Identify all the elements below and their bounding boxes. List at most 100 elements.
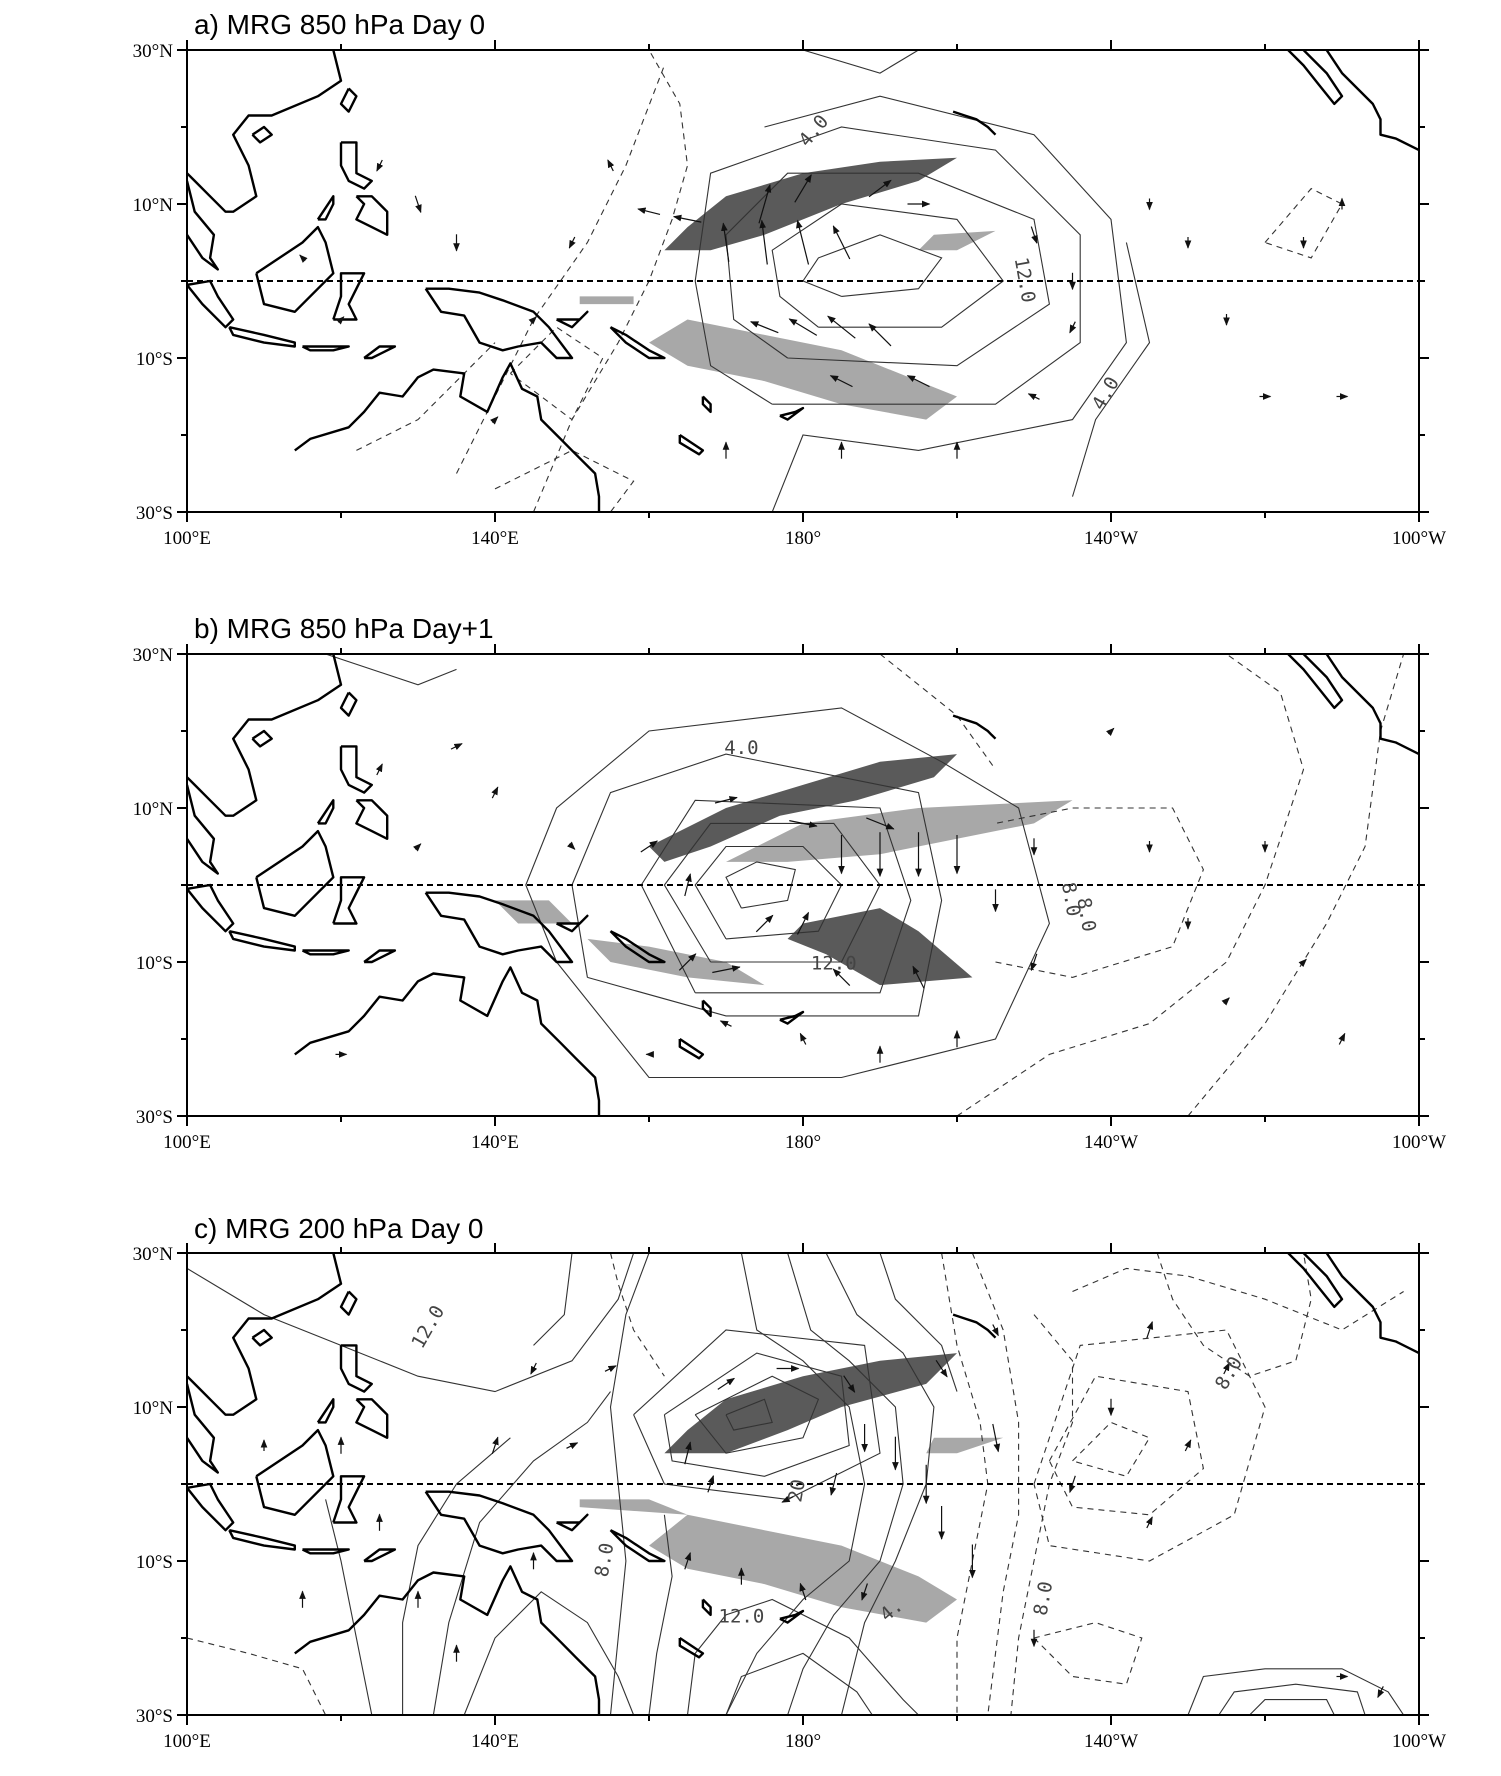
wind-vector xyxy=(1069,1475,1076,1494)
contour-negative xyxy=(1156,1253,1312,1377)
panel-a-map: 4.0 12.0 4.0 30°N 10°N 10°S 30°S 100°E 140°E 180°… xyxy=(133,40,1446,549)
contour-positive xyxy=(725,1398,773,1431)
coastline-lesser-sunda xyxy=(301,949,350,956)
wind-vector xyxy=(299,254,308,263)
wind-vector xyxy=(935,1359,948,1378)
wind-vector xyxy=(712,965,741,974)
contour-negative xyxy=(1072,1267,1404,1331)
wind-vector xyxy=(866,817,895,830)
wind-vector xyxy=(1221,997,1230,1006)
panel-b: b) MRG 850 hPa Day+1 4.08.08.012.030°N10… xyxy=(133,613,1446,1153)
wind-vector xyxy=(789,820,818,828)
wind-vector xyxy=(781,1495,794,1503)
wind-vector xyxy=(755,914,774,933)
y-tick-label: 30°S xyxy=(136,1107,173,1128)
wind-vector xyxy=(413,843,422,852)
contour-positive xyxy=(694,845,843,940)
contour-positive xyxy=(825,1253,935,1715)
coastline-hainan xyxy=(251,729,273,748)
contour-positive xyxy=(463,1591,635,1715)
contour-negative xyxy=(510,326,604,421)
wind-vector xyxy=(607,159,615,172)
y-tick-label: 30°S xyxy=(136,503,173,524)
wind-vector xyxy=(1027,393,1040,401)
contour-positive xyxy=(633,1329,881,1500)
coastline-timor xyxy=(363,345,397,360)
wind-vector xyxy=(759,219,768,265)
contour-positive xyxy=(725,172,1051,367)
wind-vector xyxy=(684,1552,692,1570)
wind-vector xyxy=(1106,727,1115,737)
shade-light xyxy=(649,1514,957,1623)
contour-negative xyxy=(1048,1375,1205,1516)
wind-vector xyxy=(721,222,730,262)
contour-negative xyxy=(1187,654,1405,1116)
contour-negative xyxy=(356,342,496,451)
wind-vector xyxy=(1222,1362,1230,1375)
wind-vector xyxy=(843,1375,856,1393)
wind-vector xyxy=(707,1475,715,1493)
panel-a: a) MRG 850 hPa Day 0 4.0 12.0 4.0 30°N 10°N 1… xyxy=(133,9,1446,549)
wind-vector xyxy=(1184,1439,1192,1452)
wind-vector xyxy=(827,315,856,339)
coastline-new-britain xyxy=(556,914,589,933)
coastline-sumatra xyxy=(187,883,235,933)
coastline-taiwan xyxy=(339,691,358,717)
wind-vector xyxy=(637,207,661,215)
wind-vector xyxy=(1030,953,1038,972)
contour-positive xyxy=(686,1598,919,1715)
x-tick-label: 100°E xyxy=(163,1731,211,1752)
coastline-mexico-mainland xyxy=(1325,654,1419,756)
x-tick-label: 140°W xyxy=(1084,1731,1138,1752)
wind-vector xyxy=(672,214,702,223)
wind-vector xyxy=(491,1436,499,1454)
wind-vector xyxy=(868,323,892,347)
wind-vector xyxy=(1030,226,1038,244)
wind-vector xyxy=(1069,321,1077,334)
coastline-solomons xyxy=(609,326,666,360)
contour-negative xyxy=(1264,187,1343,259)
contour-label: 12.0 xyxy=(1010,256,1040,305)
coastline-new-guinea xyxy=(424,1490,574,1563)
contour-negative xyxy=(971,1253,1020,1715)
wind-vector xyxy=(992,1423,1001,1453)
wind-vector xyxy=(491,786,499,799)
contour-negative xyxy=(532,50,689,512)
y-tick-label: 10°N xyxy=(133,799,174,820)
contour-label: 8.0 xyxy=(1030,1580,1058,1618)
contour-negative xyxy=(956,654,1305,1116)
contour-label: 12.0 xyxy=(811,953,857,975)
wind-vector xyxy=(799,1032,807,1045)
coastline-hainan xyxy=(251,1328,273,1347)
x-tick-label: 140°E xyxy=(471,1132,519,1153)
plot-area: 4.08.08.012.0 xyxy=(187,654,1419,1116)
wind-vector xyxy=(1146,1321,1154,1339)
contour-negative xyxy=(995,807,1205,978)
contour-positive xyxy=(1071,242,1151,497)
contour-label: 8.0 xyxy=(1072,896,1100,934)
contour-negative xyxy=(1072,1421,1151,1477)
coastline-java xyxy=(228,326,296,348)
coastline-new-guinea xyxy=(424,891,574,964)
coastline-malay-peninsula xyxy=(187,1383,220,1474)
coastline-palawan xyxy=(316,195,335,221)
plot-area: 4.0 12.0 4.0 xyxy=(187,50,1419,512)
wind-vector xyxy=(750,321,779,334)
wind-vector xyxy=(490,416,499,425)
coastline-palawan xyxy=(316,799,335,825)
wind-vector xyxy=(829,1472,838,1496)
coastline-philippines-south xyxy=(355,195,389,237)
contour-positive xyxy=(1249,1699,1335,1715)
coastline-solomons xyxy=(609,1529,666,1563)
wind-vector xyxy=(678,953,697,971)
wind-vector xyxy=(719,1020,732,1028)
wind-vector xyxy=(684,873,692,897)
contour-positive xyxy=(764,95,1127,512)
wind-vector xyxy=(794,174,812,203)
wind-vector xyxy=(714,796,738,804)
coastline-baja-california xyxy=(1287,1253,1344,1309)
